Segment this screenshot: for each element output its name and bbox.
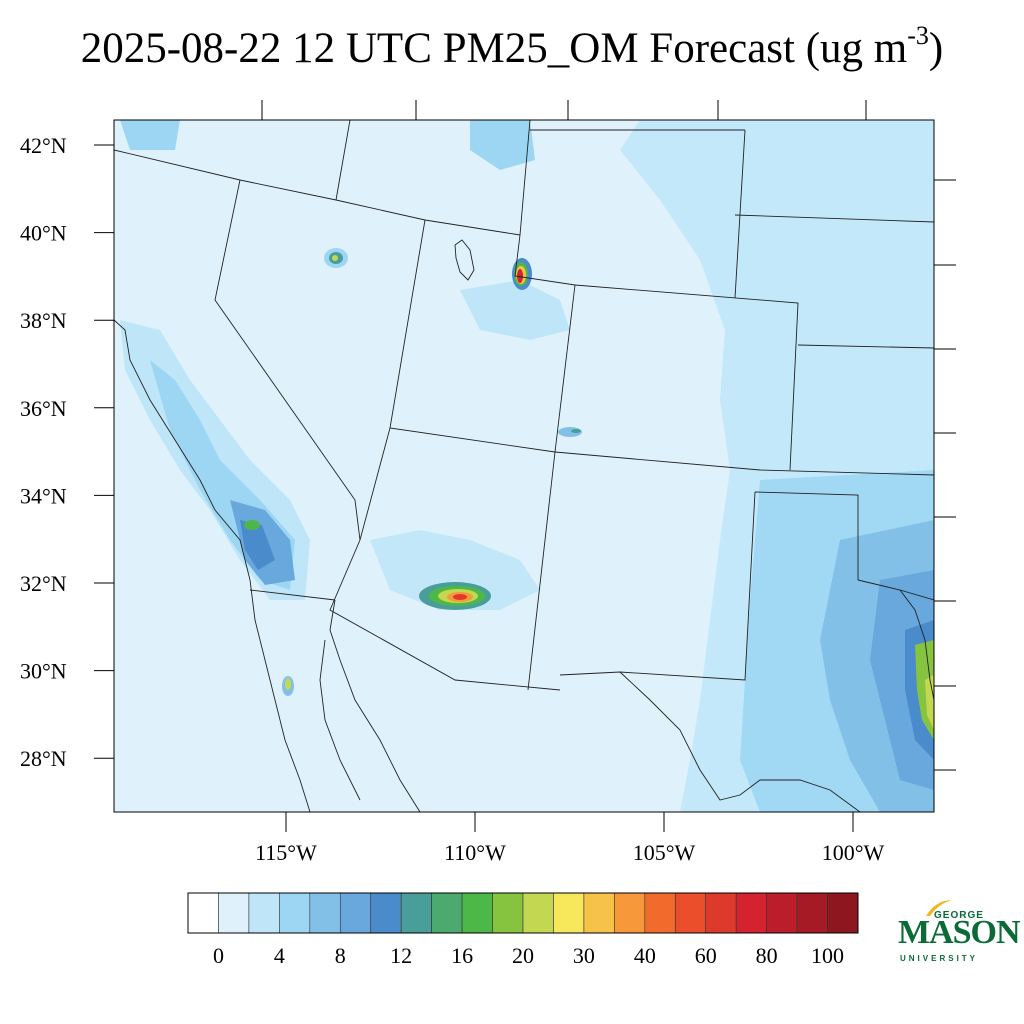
- lon-label: 115°W: [255, 840, 317, 865]
- logo-swoosh-icon: [926, 900, 952, 916]
- colorbar-swatch: [279, 892, 311, 934]
- hotspot-newmexico: [558, 427, 582, 437]
- colorbar-swatch: [766, 892, 798, 934]
- colorbar-swatch: [522, 892, 554, 934]
- concentration-field: [120, 120, 934, 812]
- lat-label: 42°N: [20, 133, 67, 158]
- california-haze-4: [240, 520, 275, 570]
- colorbar-swatch: [309, 892, 341, 934]
- title-superscript: -3: [907, 21, 929, 50]
- longitude-axis: 115°W 110°W 105°W 100°W: [255, 812, 885, 865]
- hotspot-arizona: [419, 582, 491, 610]
- colorbar-label: 0: [213, 943, 224, 968]
- colorbar-swatch: [370, 892, 402, 934]
- colorbar-swatch: [461, 892, 493, 934]
- colorbar-swatch: [187, 892, 219, 934]
- colorbar-label: 12: [390, 943, 412, 968]
- colorbar-label: 100: [811, 943, 844, 968]
- title-close: ): [928, 25, 944, 72]
- colorbar: 0 4 8 12 16 20 30 40 60 80 100: [187, 892, 859, 968]
- lat-label: 38°N: [20, 308, 67, 333]
- top-ticks: [261, 100, 867, 120]
- colorbar-swatch: [735, 892, 767, 934]
- colorbar-label: 60: [695, 943, 717, 968]
- lat-label: 40°N: [20, 221, 67, 246]
- title-text: 2025-08-22 12 UTC PM25_OM Forecast (ug m: [80, 25, 908, 72]
- right-ticks: [934, 179, 956, 771]
- lat-label: 34°N: [20, 483, 67, 508]
- arizona-haze: [370, 530, 540, 610]
- oregon-haze: [120, 120, 180, 150]
- colorbar-swatch: [674, 892, 707, 934]
- lon-label: 105°W: [633, 840, 696, 865]
- colorbar-swatch: [796, 892, 828, 934]
- lat-label: 30°N: [20, 659, 67, 684]
- latitude-axis: 42°N 40°N 38°N 36°N 34°N 32°N 30°N 28°N: [20, 133, 114, 771]
- colorbar-label: 40: [634, 943, 656, 968]
- colorbar-swatch: [400, 892, 432, 934]
- colorbar-swatch: [614, 892, 646, 934]
- colorbar-label: 16: [451, 943, 473, 968]
- colorbar-swatch: [492, 892, 524, 934]
- gmu-logo: GEORGE MASON UNIVERSITY: [896, 898, 1021, 970]
- colorbar-swatch: [705, 892, 737, 934]
- map-frame: [113, 119, 935, 813]
- colorbar-swatch: [583, 892, 615, 934]
- hotspot-nevada: [324, 248, 348, 268]
- colorbar-label: 80: [756, 943, 778, 968]
- lat-label: 28°N: [20, 746, 67, 771]
- hotspot-baja: [282, 676, 294, 696]
- colorbar-swatch: [827, 892, 859, 934]
- hotspot-colorado: [512, 258, 532, 290]
- colorbar-label: 4: [274, 943, 285, 968]
- colorbar-swatch: [553, 892, 585, 934]
- lon-label: 100°W: [822, 840, 885, 865]
- lat-label: 32°N: [20, 571, 67, 596]
- colorbar-swatch: [431, 892, 463, 934]
- utah-haze: [460, 280, 570, 340]
- logo-mid-text: MASON: [898, 914, 1021, 951]
- colorbar-swatch: [339, 892, 372, 934]
- lon-label: 110°W: [444, 840, 506, 865]
- colorbar-label: 8: [335, 943, 346, 968]
- idaho-haze: [470, 120, 535, 170]
- colorbar-swatch: [218, 892, 250, 934]
- logo-bottom-text: UNIVERSITY: [900, 954, 979, 963]
- lat-label: 36°N: [20, 396, 67, 421]
- figure-title: 2025-08-22 12 UTC PM25_OM Forecast (ug m…: [0, 21, 1024, 73]
- boundaries: [114, 120, 934, 812]
- colorbar-swatch: [644, 892, 676, 934]
- colorbar-frame: [187, 892, 859, 934]
- logo-top-text: GEORGE: [934, 910, 984, 921]
- colorbar-label: 30: [573, 943, 595, 968]
- colorbar-label: 20: [512, 943, 534, 968]
- colorbar-swatch: [248, 892, 280, 934]
- california-green: [244, 520, 260, 530]
